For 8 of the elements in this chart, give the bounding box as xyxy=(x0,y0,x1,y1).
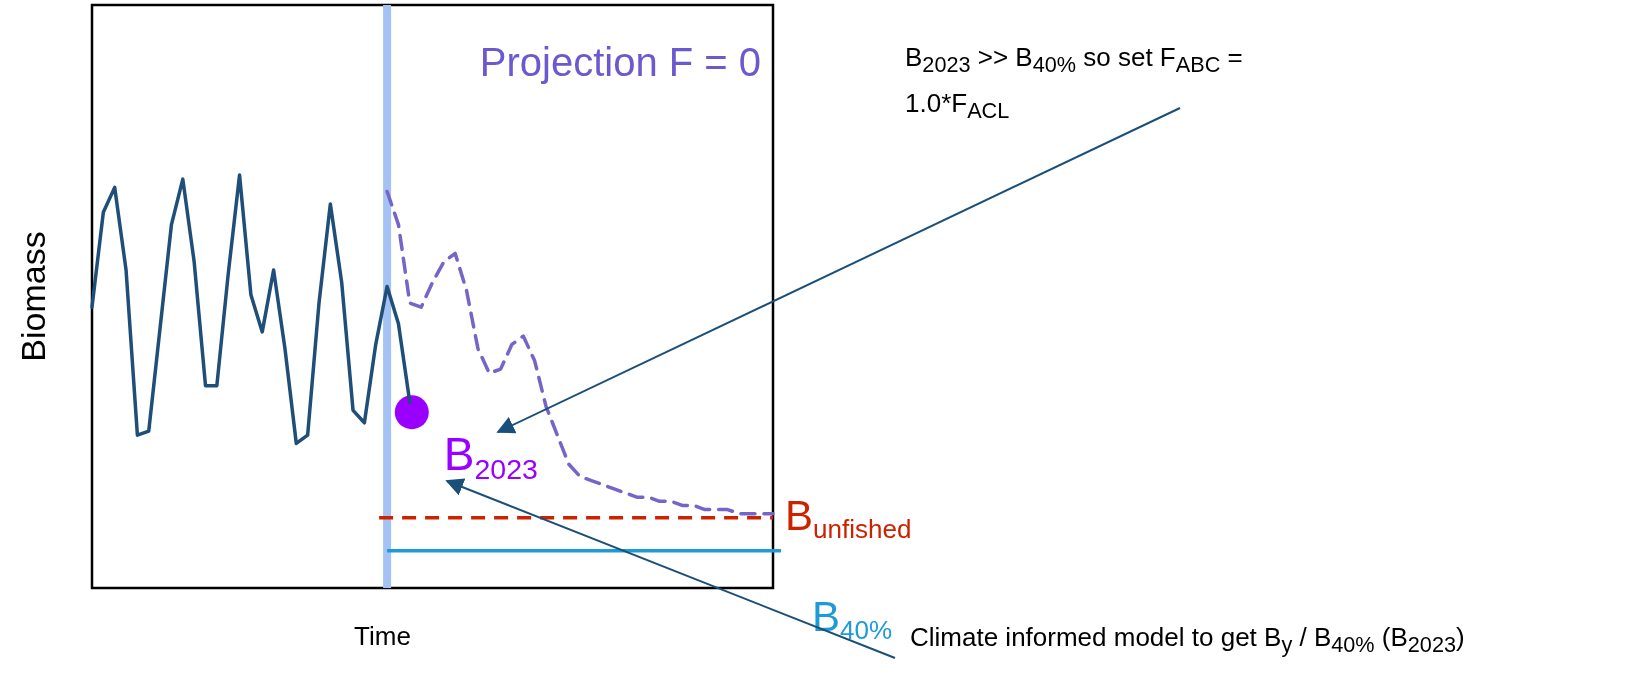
annotation: B$_{2023}$ xyxy=(443,428,538,485)
x-axis-title: Time xyxy=(354,621,411,651)
ref-line-label: B$_{40%}$ xyxy=(812,592,893,645)
text: B$_{2023}$ >> B$_{40%}$ so set F$_{ABC}$ = 1.0*F$_{ACL}$ xyxy=(905,42,1243,124)
y-axis-title: Biomass xyxy=(14,231,52,362)
ref-line-label: B$_{unfished}$ xyxy=(785,491,912,544)
text: Climate informed model to get B$_{y}$ / B$_{40%}$ (B$_{2023}$) xyxy=(910,621,1466,660)
text: Projection F = 0 xyxy=(479,40,761,84)
